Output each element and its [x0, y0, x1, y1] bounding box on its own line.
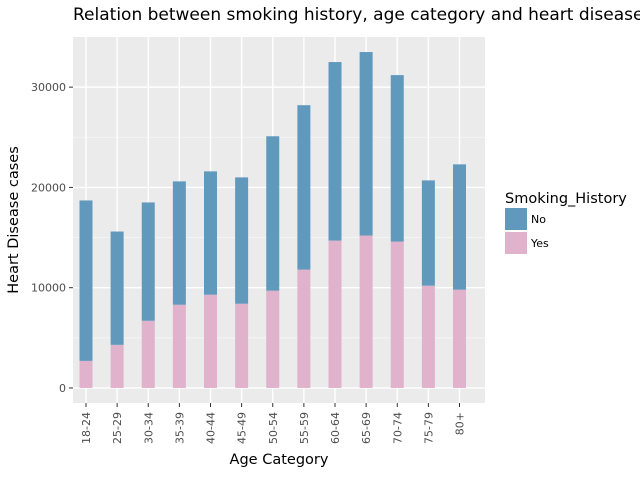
- y-tick-label: 20000: [31, 181, 66, 194]
- bar-no-55-59: [297, 105, 311, 270]
- bar-no-75-79: [421, 180, 435, 286]
- bar-yes-75-79: [421, 285, 435, 388]
- x-axis: 18-24 25-29 30-34 35-39 40-44 45-49 50-54 55-59…: [80, 403, 467, 444]
- x-tick-label: 70-74: [391, 412, 404, 444]
- chart-title: Relation between smoking history, age ca…: [73, 5, 640, 25]
- bar-no-60-64: [328, 62, 342, 241]
- x-tick-label: 80+: [454, 412, 467, 435]
- x-tick-label: 55-59: [298, 412, 311, 444]
- bar-yes-35-39: [172, 304, 186, 388]
- bar-no-70-74: [390, 75, 404, 242]
- bar-no-65-69: [359, 52, 373, 236]
- legend-title: Smoking_History: [505, 191, 627, 207]
- bar-yes-70-74: [390, 241, 404, 388]
- x-tick-label: 35-39: [173, 412, 186, 444]
- y-tick-label: 10000: [31, 282, 66, 295]
- bar-no-35-39: [172, 181, 186, 305]
- bar-yes-55-59: [297, 269, 311, 388]
- legend-label: No: [531, 213, 546, 226]
- legend: Smoking_History No Yes: [505, 191, 627, 254]
- bar-yes-45-49: [235, 303, 249, 388]
- bar-yes-50-54: [266, 290, 280, 388]
- x-tick-label: 60-64: [329, 412, 342, 444]
- bar-no-25-29: [110, 231, 124, 345]
- x-axis-label: Age Category: [230, 452, 329, 468]
- bar-no-45-49: [235, 177, 249, 304]
- bar-no-18-24: [79, 200, 93, 361]
- bars: [79, 52, 466, 388]
- x-tick-label: 25-29: [111, 412, 124, 444]
- legend-swatch-yes: [505, 232, 527, 254]
- y-axis-label: Heart Disease cases: [6, 146, 22, 294]
- bar-no-30-34: [141, 202, 155, 321]
- bar-yes-80+: [453, 289, 466, 388]
- legend-swatch-no: [505, 208, 527, 230]
- bar-yes-18-24: [79, 360, 93, 388]
- x-tick-label: 45-49: [236, 412, 249, 444]
- bar-yes-30-34: [141, 320, 155, 388]
- bar-no-80+: [453, 164, 466, 290]
- x-tick-label: 18-24: [80, 412, 93, 444]
- legend-label: Yes: [530, 237, 549, 250]
- bar-yes-60-64: [328, 240, 342, 388]
- bar-no-40-44: [204, 171, 217, 295]
- x-tick-label: 40-44: [205, 412, 218, 444]
- bar-yes-25-29: [110, 344, 124, 388]
- bar-yes-40-44: [204, 294, 217, 388]
- x-tick-label: 75-79: [422, 412, 435, 444]
- y-tick-label: 30000: [31, 81, 66, 94]
- bar-yes-65-69: [359, 235, 373, 388]
- y-axis: 0 10000 20000 30000: [31, 81, 73, 395]
- x-tick-label: 65-69: [360, 412, 373, 444]
- x-tick-label: 50-54: [267, 412, 280, 444]
- bar-no-50-54: [266, 136, 280, 291]
- x-tick-label: 30-34: [142, 412, 155, 444]
- y-tick-label: 0: [59, 382, 66, 395]
